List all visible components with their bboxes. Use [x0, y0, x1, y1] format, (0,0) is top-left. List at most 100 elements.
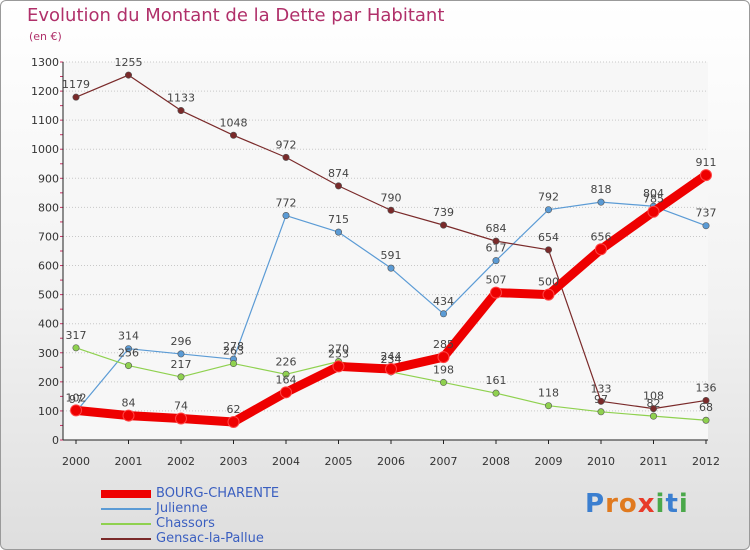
- data-label: 654: [538, 231, 559, 244]
- data-label: 591: [381, 249, 402, 262]
- y-tick-label: 300: [38, 347, 59, 360]
- chart-title: Evolution du Montant de la Dette par Hab…: [27, 5, 445, 26]
- data-point: [649, 412, 657, 420]
- y-tick-label: 200: [38, 376, 59, 389]
- data-point: [122, 409, 135, 422]
- logo-letter: i: [678, 489, 689, 519]
- data-point: [597, 397, 605, 405]
- logo-letter: i: [655, 489, 666, 519]
- data-point: [492, 257, 500, 265]
- data-label: 684: [486, 222, 507, 235]
- legend-label: BOURG-CHARENTE: [156, 486, 280, 501]
- legend-label: Julienne: [156, 501, 208, 516]
- x-tick-label: 2008: [482, 455, 510, 468]
- x-tick-label: 2000: [62, 455, 90, 468]
- data-label: 256: [118, 347, 139, 360]
- data-label: 198: [433, 363, 454, 376]
- data-label: 161: [486, 374, 507, 387]
- data-label: 108: [643, 390, 664, 403]
- data-label: 1133: [167, 92, 195, 105]
- legend-label: Chassors: [156, 516, 215, 531]
- data-label: 102: [66, 391, 87, 404]
- data-label: 804: [643, 187, 664, 200]
- data-point: [700, 169, 712, 182]
- data-label: 62: [227, 403, 241, 416]
- y-tick-label: 1000: [31, 143, 59, 156]
- data-point: [439, 221, 447, 229]
- data-point: [595, 243, 607, 256]
- logo-letter: P: [585, 489, 606, 519]
- chart-subtitle: (en €): [29, 30, 62, 43]
- data-point: [544, 246, 552, 254]
- data-point: [597, 408, 605, 416]
- data-point: [334, 182, 342, 190]
- legend-swatch: [101, 490, 151, 498]
- data-label: 217: [171, 358, 192, 371]
- data-point: [177, 350, 185, 358]
- data-label: 68: [699, 401, 713, 414]
- data-point: [177, 373, 185, 381]
- x-tick-label: 2009: [535, 455, 563, 468]
- data-label: 285: [433, 338, 454, 351]
- data-label: 1179: [62, 78, 90, 91]
- data-point: [282, 153, 290, 161]
- data-point: [282, 370, 290, 378]
- data-point: [177, 107, 185, 115]
- data-label: 84: [122, 397, 136, 410]
- data-point: [280, 386, 292, 399]
- data-label: 790: [381, 191, 402, 204]
- data-label: 253: [328, 347, 349, 360]
- data-label: 278: [223, 340, 244, 353]
- data-label: 818: [591, 183, 612, 196]
- line-chart: 0 100 200 300 400 500 600 700 800 900 1000 1100 1200…: [31, 56, 720, 468]
- y-tick-label: 0: [52, 434, 59, 447]
- data-point: [282, 212, 290, 220]
- data-point: [230, 360, 238, 368]
- data-point: [332, 360, 345, 373]
- data-label: 1255: [115, 56, 143, 69]
- data-label: 972: [276, 138, 297, 151]
- data-label: 270: [328, 342, 349, 355]
- logo-letter: o: [618, 489, 638, 519]
- data-label: 164: [276, 373, 297, 386]
- data-point: [649, 405, 657, 413]
- y-tick-label: 1200: [31, 85, 59, 98]
- data-label: 737: [696, 207, 717, 220]
- data-label: 234: [381, 353, 402, 366]
- data-label: 263: [223, 345, 244, 358]
- data-point: [334, 228, 342, 236]
- data-label: 507: [486, 274, 507, 287]
- data-point: [702, 416, 710, 424]
- data-label: 133: [591, 382, 612, 395]
- data-point: [492, 237, 500, 245]
- x-tick-label: 2002: [167, 455, 195, 468]
- data-label: 314: [118, 330, 139, 343]
- data-point: [125, 362, 133, 370]
- data-label: 911: [696, 156, 717, 169]
- data-point: [542, 288, 555, 301]
- x-tick-label: 2001: [115, 455, 143, 468]
- data-label: 226: [276, 355, 297, 368]
- data-point: [439, 378, 447, 386]
- proxiti-logo: Proxiti: [585, 489, 689, 519]
- data-label: 74: [174, 399, 188, 412]
- y-tick-label: 1300: [31, 56, 59, 69]
- y-tick-label: 600: [38, 260, 59, 273]
- y-tick-label: 400: [38, 318, 59, 331]
- x-tick-label: 2005: [325, 455, 353, 468]
- x-tick-label: 2007: [430, 455, 458, 468]
- data-label: 82: [647, 397, 661, 410]
- data-label: 118: [538, 387, 559, 400]
- data-label: 434: [433, 295, 454, 308]
- legend-label: Gensac-la-Pallue: [156, 531, 264, 546]
- data-point: [647, 205, 660, 218]
- data-label: 136: [696, 381, 717, 394]
- data-point: [492, 389, 500, 397]
- data-point: [439, 310, 447, 318]
- data-label: 792: [538, 191, 559, 204]
- data-label: 500: [538, 276, 559, 289]
- legend-swatch: [101, 538, 151, 540]
- y-tick-label: 500: [38, 289, 59, 302]
- data-label: 772: [276, 197, 297, 210]
